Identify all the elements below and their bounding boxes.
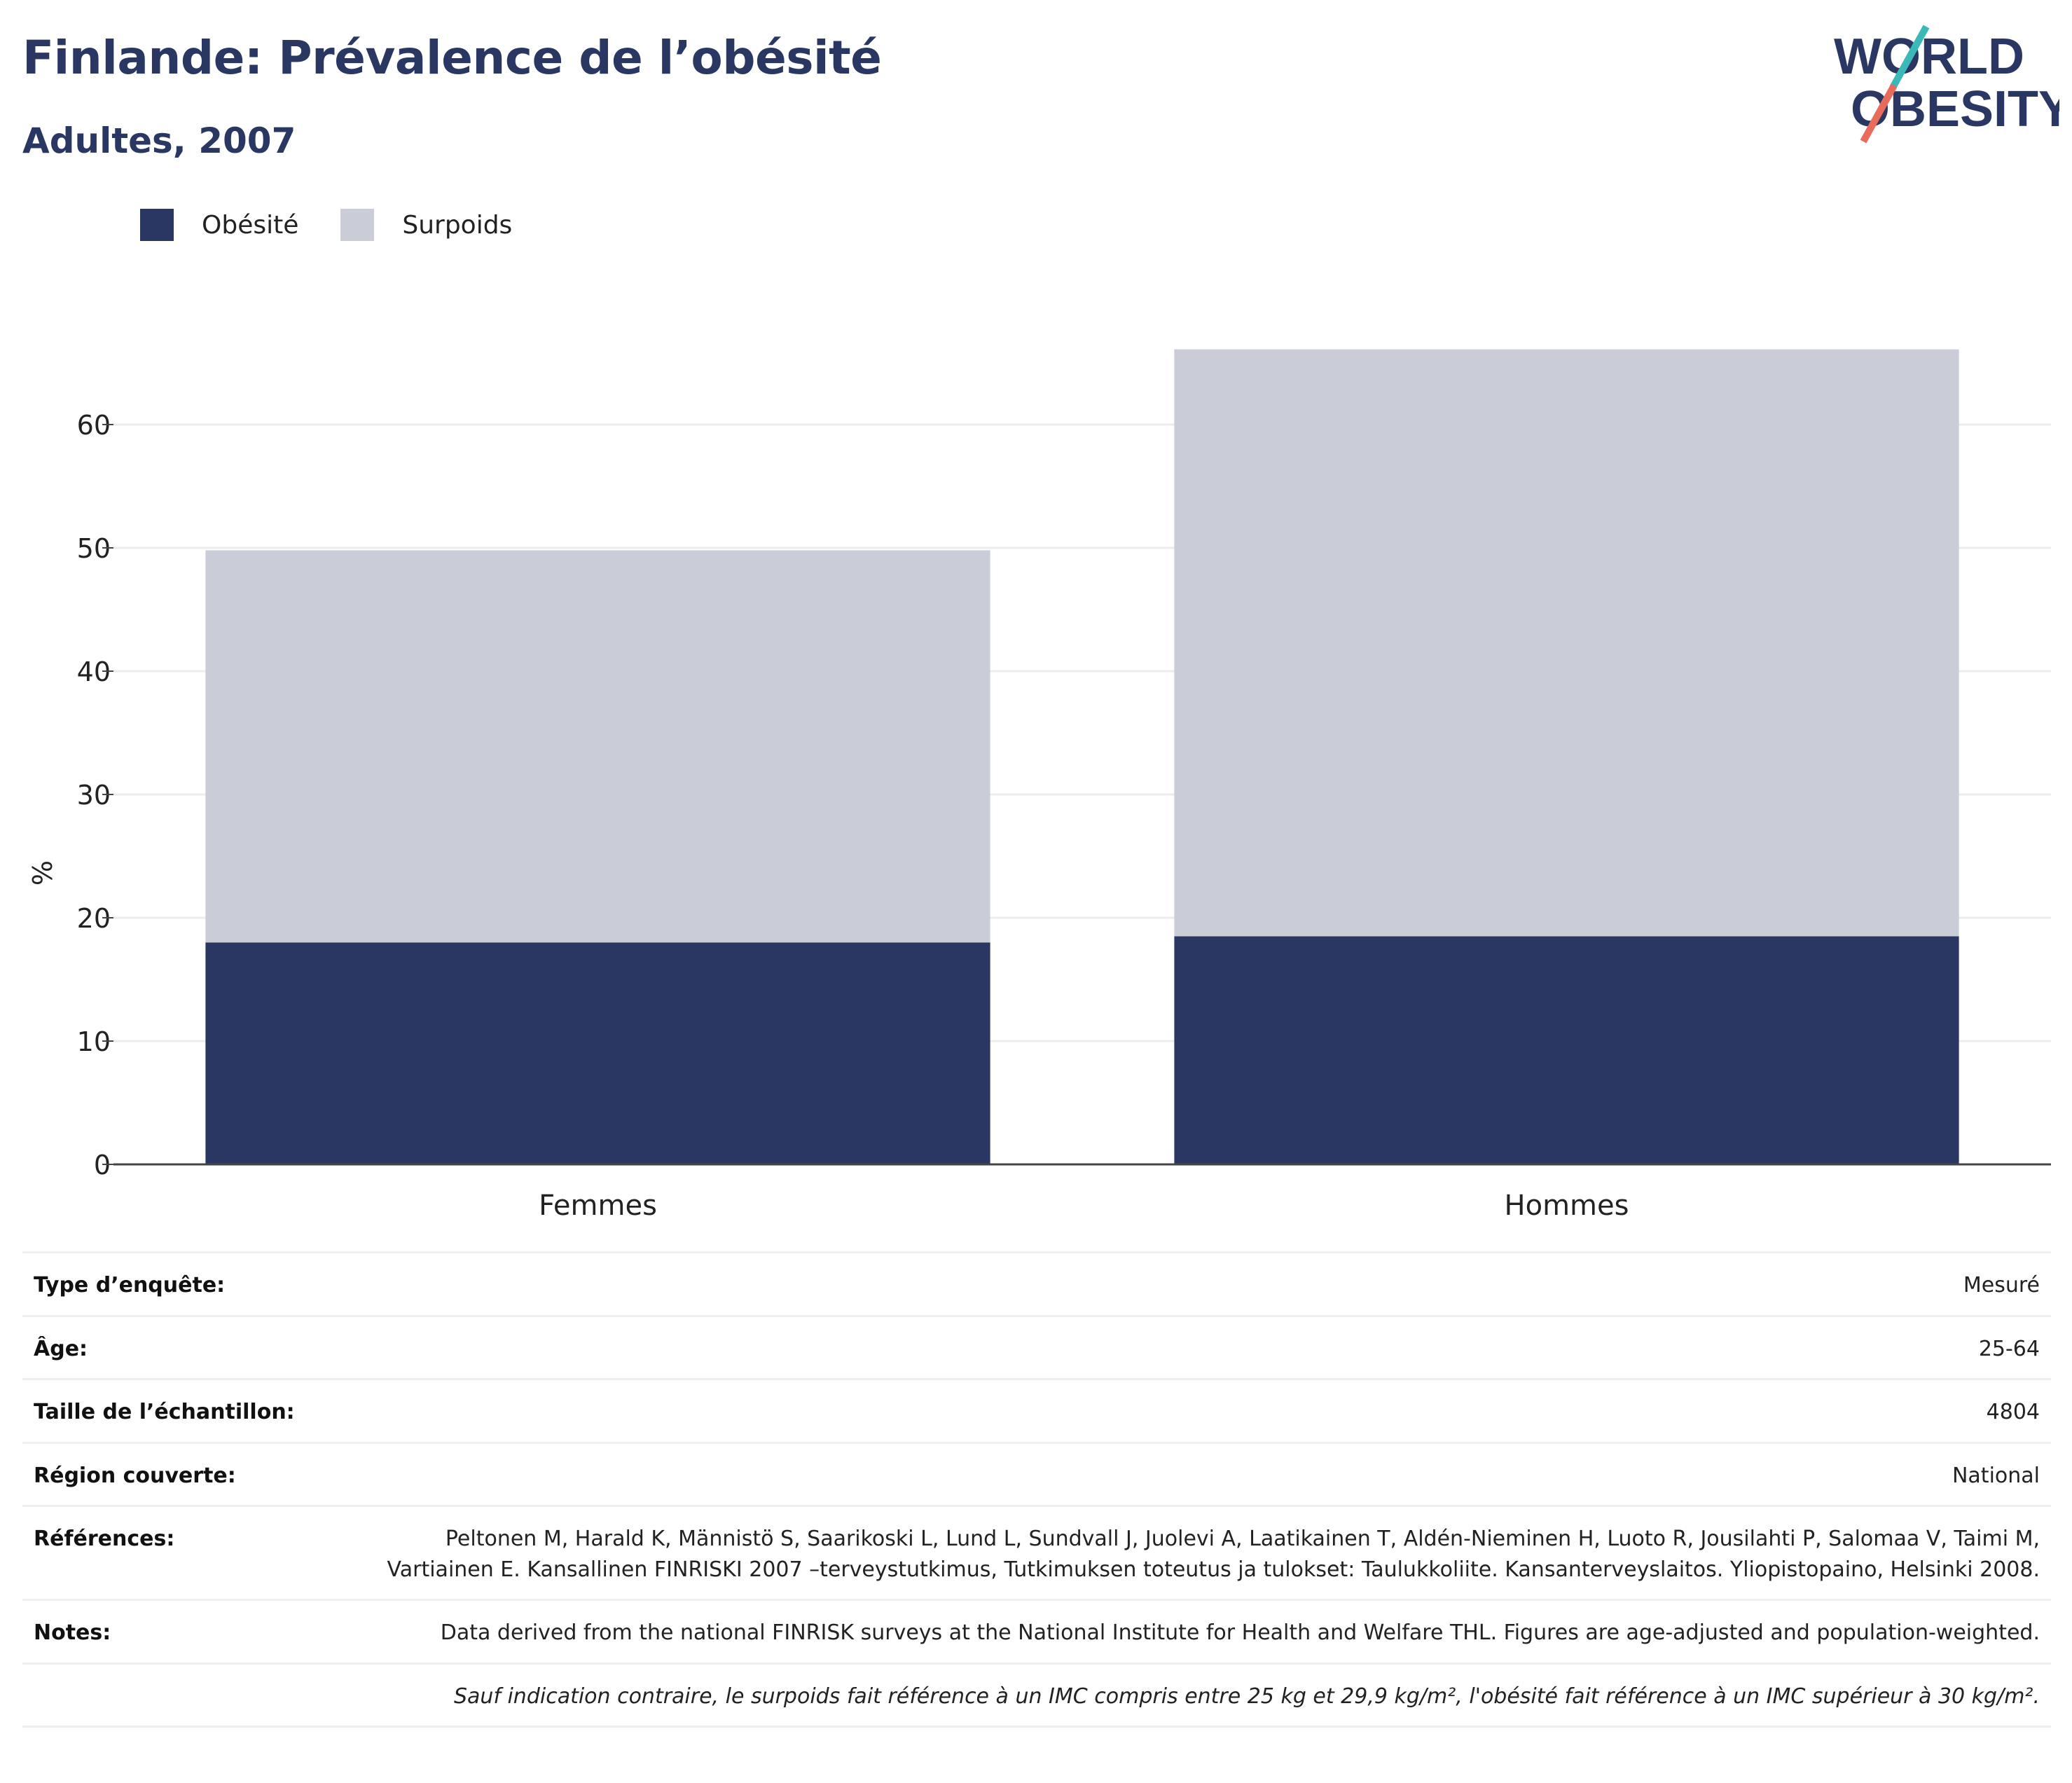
meta-row: Région couverte: National — [22, 1441, 2051, 1506]
meta-label: Âge: — [22, 1314, 339, 1379]
chart-legend: Obésité Surpoids — [140, 209, 554, 241]
legend-item-obesity[interactable]: Obésité — [140, 209, 298, 241]
logo-slash-teal — [1889, 25, 1930, 90]
footnote-row: Sauf indication contraire, le surpoids f… — [22, 1662, 2051, 1728]
logo-slash-coral — [1860, 83, 1898, 144]
bar-obesity-hommes[interactable] — [1174, 936, 1959, 1164]
legend-swatch-obesity — [140, 209, 174, 241]
meta-value: Data derived from the national FINRISK s… — [339, 1599, 2051, 1663]
meta-row: Notes: Data derived from the national FIN… — [22, 1599, 2051, 1663]
meta-value: Peltonen M, Harald K, Männistö S, Saarik… — [339, 1505, 2051, 1600]
world-obesity-logo: WORLD OBESITY — [1834, 25, 2059, 144]
y-axis-title: % — [27, 860, 58, 886]
logo-text-obesity: OBESITY — [1851, 81, 2059, 137]
bar-obesity-femmes[interactable] — [205, 942, 990, 1164]
meta-label: Région couverte: — [22, 1441, 339, 1506]
meta-label: Notes: — [22, 1599, 339, 1663]
meta-value: 4804 — [339, 1378, 2051, 1443]
footnote: Sauf indication contraire, le surpoids f… — [22, 1662, 2051, 1728]
legend-label-obesity: Obésité — [202, 210, 299, 240]
meta-row: Type d’enquête: Mesuré — [22, 1251, 2051, 1316]
meta-row: Taille de l’échantillon: 4804 — [22, 1378, 2051, 1443]
survey-metadata-table: Type d’enquête: Mesuré Âge: 25-64 Taille de … — [22, 1251, 2051, 1728]
meta-row: Références: Peltonen M, Harald K, Männist… — [22, 1505, 2051, 1600]
x-tick-label: Hommes — [1505, 1190, 1629, 1222]
legend-swatch-overweight — [340, 209, 375, 241]
meta-value: Mesuré — [339, 1251, 2051, 1316]
meta-label: Taille de l’échantillon: — [22, 1378, 339, 1443]
legend-item-overweight[interactable]: Surpoids — [340, 209, 512, 241]
bar-overweight-femmes[interactable] — [205, 550, 990, 943]
x-tick-label: Femmes — [539, 1190, 657, 1222]
meta-label: Type d’enquête: — [22, 1251, 339, 1316]
logo-text-world: WORLD — [1834, 29, 2024, 85]
legend-label-overweight: Surpoids — [402, 210, 513, 240]
meta-value: 25-64 — [339, 1314, 2051, 1379]
bar-overweight-hommes[interactable] — [1174, 349, 1959, 937]
meta-row: Âge: 25-64 — [22, 1314, 2051, 1379]
meta-value: National — [339, 1441, 2051, 1506]
chart-subtitle: Adultes, 2007 — [22, 121, 296, 161]
chart-title: Finlande: Prévalence de l’obésité — [22, 31, 882, 85]
meta-label: Références: — [22, 1505, 339, 1600]
